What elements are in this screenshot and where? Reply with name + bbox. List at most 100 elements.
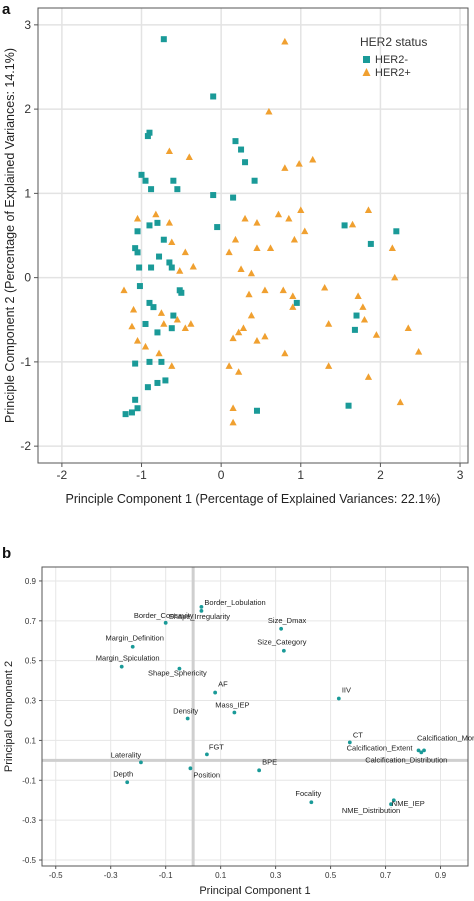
her2-positive-point: [325, 320, 333, 327]
her2-positive-point: [181, 248, 189, 256]
loading-point: [281, 648, 286, 653]
her2-negative-point: [122, 411, 129, 418]
her2-positive-point: [189, 262, 197, 270]
x-tick-label: 0.5: [325, 871, 337, 880]
her2-positive-point: [165, 147, 173, 155]
her2-negative-point: [162, 377, 169, 384]
her2-negative-point: [232, 138, 239, 145]
loading-label: Size_Dmax: [268, 616, 307, 625]
her2-positive-point: [253, 219, 261, 226]
her2-negative-point: [136, 283, 143, 290]
her2-negative-point: [144, 133, 151, 140]
panel-a-ticks: -2 -1 0 1 2 3 -2 -1 0 1 2 3: [20, 18, 463, 482]
her2-positive-point: [225, 362, 233, 369]
her2-negative-point: [253, 407, 260, 414]
x-tick-label: -0.5: [49, 871, 63, 880]
her2-positive-point: [354, 292, 362, 299]
legend-entry: HER2-: [375, 54, 408, 66]
her2-positive-point: [297, 206, 305, 214]
her2-positive-point: [281, 164, 289, 171]
her2-positive-point: [265, 107, 273, 115]
her2-positive-point: [247, 311, 256, 319]
legend-triangle-icon: [362, 68, 371, 76]
her2-positive-point: [229, 418, 237, 426]
loading-point: [199, 604, 204, 609]
her2-positive-point: [176, 267, 184, 274]
her2-negative-point: [138, 171, 145, 178]
her2-negative-point: [142, 320, 149, 327]
her2-negative-point: [144, 384, 151, 391]
her2-negative-point: [166, 259, 173, 266]
her2-negative-point: [238, 146, 245, 153]
her2-positive-point: [266, 244, 275, 251]
her2-positive-point: [247, 269, 256, 277]
x-tick-label: -0.1: [159, 871, 173, 880]
her2-negative-point: [210, 93, 217, 100]
loading-point: [188, 766, 193, 771]
her2-negative-point: [132, 245, 139, 252]
her2-negative-point: [154, 219, 161, 226]
her2-negative-point: [160, 36, 167, 43]
her2-positive-point: [128, 322, 136, 330]
loading-point: [279, 626, 284, 631]
loading-point: [391, 798, 396, 803]
her2-positive-point: [261, 332, 269, 340]
her2-positive-point: [155, 349, 163, 357]
loading-point: [205, 752, 209, 757]
loading-label: NME_Distribution: [342, 806, 400, 815]
panel-b-points: Border_Lobulation Border_ConcavityShape_I…: [96, 598, 474, 815]
her2-positive-point: [133, 214, 142, 222]
y-tick-label: 0.7: [25, 617, 37, 626]
legend-entry: HER2+: [375, 67, 411, 79]
loading-label: Margin_Definition: [106, 634, 164, 643]
legend-square-icon: [363, 56, 370, 63]
her2-positive-point: [348, 220, 357, 228]
her2-negative-point: [242, 159, 249, 166]
her2-positive-point: [239, 324, 248, 331]
her2-positive-point: [235, 368, 243, 375]
her2-negative-point: [136, 264, 143, 271]
loading-label: Density: [173, 706, 198, 715]
her2-negative-point: [230, 194, 237, 201]
her2-positive-point: [359, 303, 367, 310]
her2-negative-point: [345, 402, 352, 409]
loading-label: Calcification_Extent: [347, 743, 414, 752]
her2-positive-point: [274, 210, 283, 218]
her2-positive-point: [404, 324, 412, 331]
her2-negative-point: [132, 360, 139, 367]
x-tick-label: 3: [457, 468, 464, 482]
loading-label: Shape_Irregularity: [169, 612, 231, 621]
her2-positive-point: [295, 160, 303, 167]
loading-label: CT: [353, 730, 363, 739]
her2-negative-point: [148, 264, 155, 271]
panel-label-a: a: [2, 1, 11, 18]
her2-positive-point: [157, 309, 166, 316]
her2-negative-point: [367, 240, 374, 247]
her2-negative-point: [168, 325, 175, 332]
x-tick-label: 1: [297, 468, 304, 482]
her2-negative-point: [214, 224, 221, 231]
loading-point: [177, 666, 182, 671]
her2-negative-point: [353, 312, 360, 319]
her2-positive-point: [165, 219, 173, 226]
her2-negative-point: [142, 177, 149, 184]
loading-point: [257, 768, 262, 773]
x-tick-label: -0.3: [104, 871, 118, 880]
her2-negative-point: [134, 228, 141, 235]
her2-negative-point: [210, 192, 217, 199]
x-tick-label: 2: [377, 468, 384, 482]
her2-positive-point: [415, 347, 423, 355]
her2-negative-point: [128, 409, 135, 416]
loading-point: [419, 750, 424, 755]
her2-positive-point: [245, 290, 253, 298]
her2-positive-point: [133, 337, 142, 344]
loading-point: [185, 716, 190, 721]
panel-a-frame: [37, 7, 469, 464]
her2-negative-point: [146, 129, 153, 136]
her2-positive-point: [301, 227, 309, 235]
her2-positive-point: [261, 286, 269, 294]
panel-b-scatter: -0.5 -0.3 -0.1 0.1 0.3 0.5 0.7 0.9 -0.5 -0.3 -0.1 0…: [3, 566, 474, 897]
y-tick-label: -1: [20, 355, 31, 369]
her2-positive-point: [364, 373, 373, 380]
